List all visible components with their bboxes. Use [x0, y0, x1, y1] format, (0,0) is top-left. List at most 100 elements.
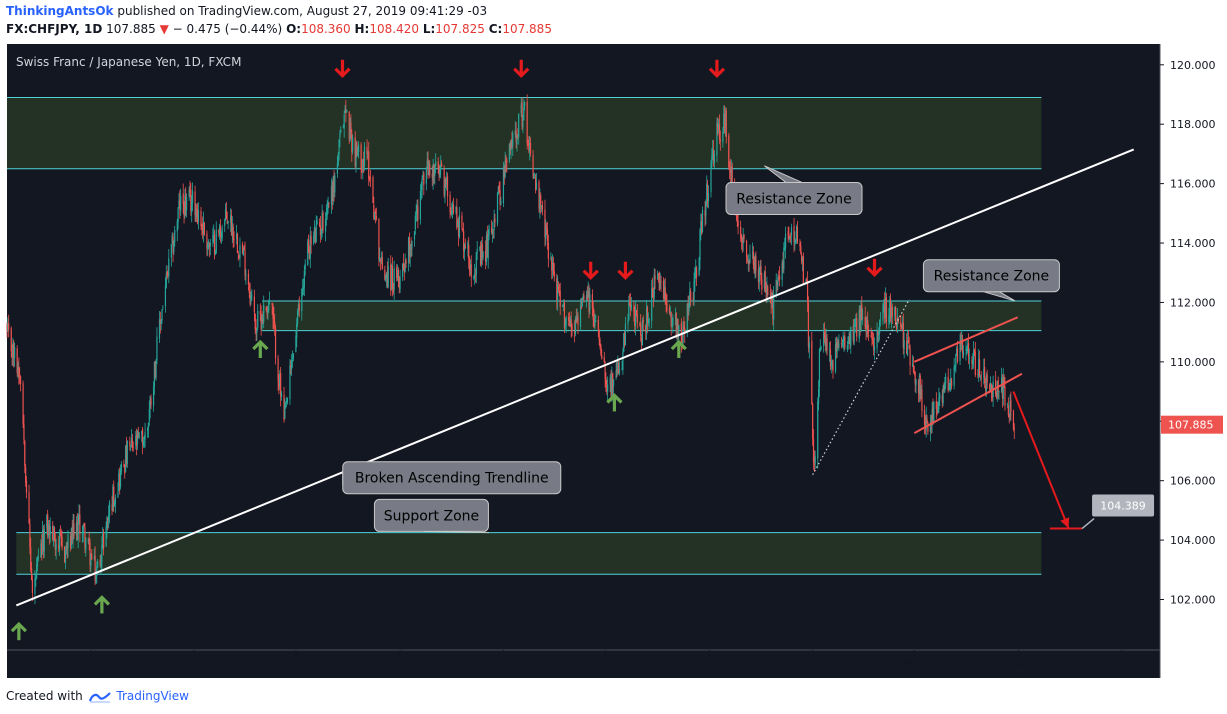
candle-body: [203, 222, 205, 235]
ascending-trendline[interactable]: [15, 148, 1135, 607]
candle-body: [610, 379, 612, 397]
x-tick-label: 2018: [489, 657, 517, 670]
candle-body: [197, 210, 200, 222]
candle-body: [485, 250, 487, 262]
candle-body: [170, 243, 172, 258]
channel-line-2[interactable]: [913, 372, 1023, 435]
candle-body: [718, 123, 720, 129]
candle-body: [849, 334, 851, 345]
time-axis[interactable]: Sep 2017 May Sep 2018 May Sep 2019 May Sep 2020: [81, 650, 1136, 670]
candle-body: [623, 332, 626, 345]
candle-body: [862, 317, 864, 319]
symbol-label[interactable]: FX:CHFJPY, 1D: [6, 22, 103, 36]
candle-body: [440, 163, 443, 167]
candle-body: [295, 335, 297, 353]
tradingview-link[interactable]: TradingView: [116, 689, 189, 703]
candle-body: [622, 351, 624, 370]
candle-body: [761, 279, 763, 290]
candle-body: [878, 320, 881, 334]
candle-body: [764, 271, 766, 290]
candle-body: [408, 238, 411, 257]
candle-body: [866, 319, 868, 332]
candle-body: [663, 286, 666, 300]
candle-body: [332, 176, 334, 201]
candle-body: [743, 234, 745, 240]
candle-body: [101, 544, 103, 563]
support-zone-callout[interactable]: [373, 498, 489, 532]
candle-body: [102, 532, 105, 549]
candle-body: [473, 276, 475, 279]
candle-body: [8, 323, 10, 330]
drawings-layer: 104.389: [15, 148, 1155, 607]
candle-body: [980, 377, 982, 378]
candle-body: [876, 330, 878, 348]
candle-body: [698, 258, 700, 276]
candle-body: [985, 375, 987, 392]
projection-line[interactable]: [1012, 391, 1070, 529]
candle-body: [93, 556, 95, 559]
candle-body: [818, 349, 821, 388]
candle-body: [636, 314, 638, 323]
candle-body: [368, 151, 370, 180]
candle-body: [533, 178, 535, 179]
candle-body: [135, 436, 137, 446]
candle-body: [646, 307, 648, 335]
candle-body: [942, 387, 944, 404]
support-zone[interactable]: [16, 532, 1042, 575]
candle-body: [248, 286, 250, 294]
price-axis[interactable]: 102.000104.000106.000108.000110.000112.0…: [1160, 59, 1223, 607]
candle-body: [562, 304, 564, 307]
candle-body: [906, 341, 908, 354]
candle-body: [563, 303, 566, 329]
candle-body: [429, 164, 431, 176]
resistance-zone-callout-middle-text: Resistance Zone: [934, 269, 1050, 285]
candle-body: [977, 373, 979, 376]
candle-body: [141, 429, 144, 445]
candle-body: [58, 545, 60, 549]
candle-body: [153, 361, 156, 387]
candle-body: [807, 303, 810, 347]
dotted-trendline[interactable]: [812, 299, 910, 476]
candle-body: [99, 560, 101, 565]
red-down-arrow-icon: [582, 269, 599, 281]
candle-body: [788, 234, 790, 240]
author-link[interactable]: ThinkingAntsOk: [6, 4, 114, 18]
candle-body: [724, 112, 727, 127]
candle-body: [867, 335, 870, 336]
candle-body: [379, 257, 381, 262]
candle-body: [29, 523, 31, 548]
candle-body: [124, 464, 126, 474]
candle-body: [36, 558, 39, 567]
candle-body: [30, 568, 33, 581]
candle-body: [354, 137, 356, 167]
resistance-zone-callout-upper[interactable]: [725, 181, 863, 215]
candle-body: [773, 293, 775, 321]
candle-body: [209, 243, 211, 246]
candle-body: [523, 107, 525, 121]
candle-body: [48, 525, 50, 535]
candle-body: [692, 298, 694, 300]
candle-body: [605, 377, 607, 385]
candle-body: [497, 186, 499, 194]
channel-line-1[interactable]: [913, 316, 1019, 363]
candle-body: [929, 423, 932, 432]
candle-body: [326, 207, 328, 216]
broken-trendline-callout[interactable]: [342, 461, 562, 495]
candle-body: [968, 357, 970, 359]
candle-body: [529, 143, 531, 152]
candle-body: [320, 229, 322, 235]
change-arrow: ▼: [159, 22, 169, 36]
candle-body: [901, 325, 903, 329]
candle-body: [391, 266, 394, 289]
candle-body: [396, 269, 399, 280]
candle-body: [784, 246, 786, 249]
resistance-zone-callout-middle[interactable]: [922, 259, 1060, 293]
candle-body: [864, 316, 866, 327]
candle-body: [565, 317, 567, 326]
candle-body: [719, 139, 721, 142]
candle-body: [464, 245, 466, 248]
high-value: 108.420: [369, 22, 419, 36]
candle-body: [781, 263, 783, 280]
candle-body: [659, 282, 661, 290]
